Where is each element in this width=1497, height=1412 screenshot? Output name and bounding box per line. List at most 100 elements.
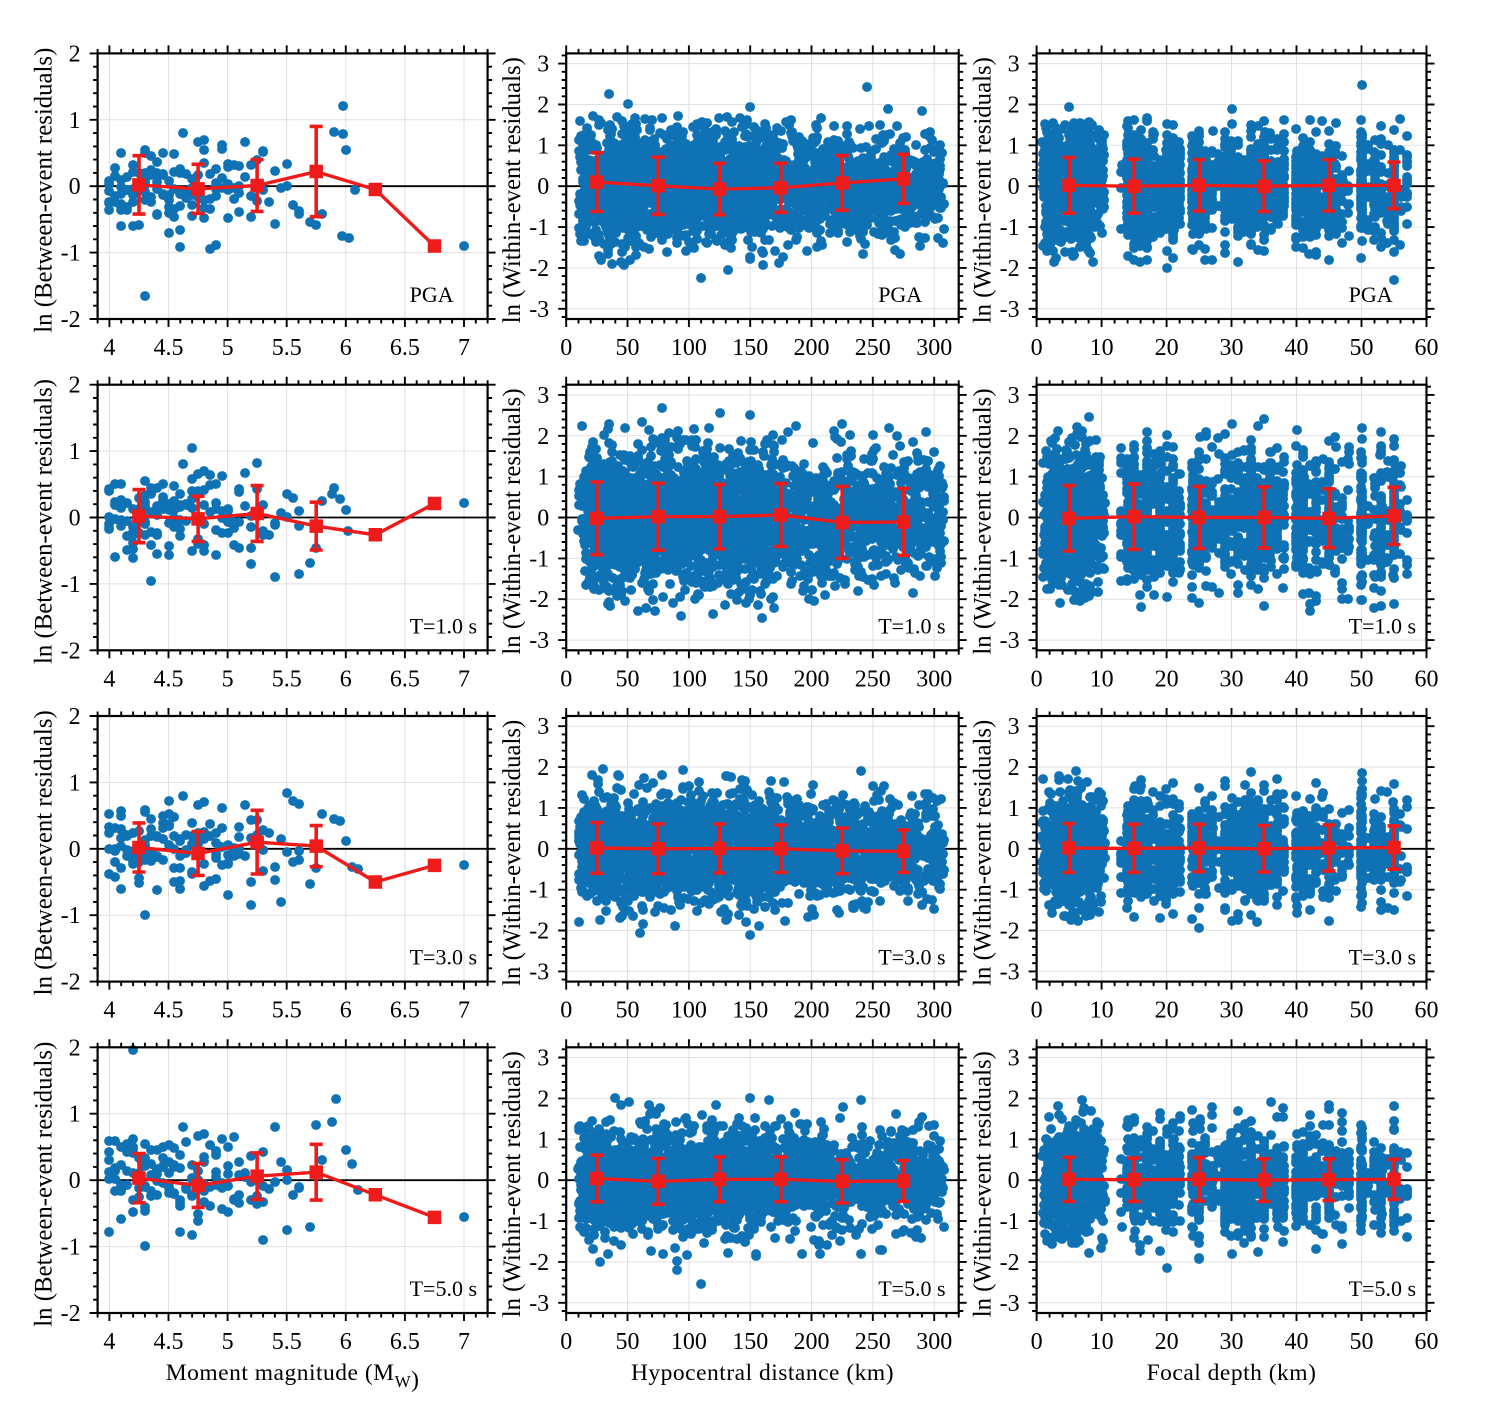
svg-text:T=3.0 s: T=3.0 s [1349, 945, 1416, 970]
svg-text:5: 5 [222, 1329, 234, 1355]
svg-text:2: 2 [69, 373, 81, 399]
svg-text:-2: -2 [61, 307, 81, 333]
svg-text:PGA: PGA [878, 282, 922, 307]
svg-text:-1: -1 [61, 241, 81, 267]
svg-text:3: 3 [1008, 383, 1020, 409]
svg-text:250: 250 [855, 998, 891, 1024]
svg-text:-2: -2 [61, 1301, 81, 1327]
svg-text:10: 10 [1090, 666, 1114, 692]
svg-text:0: 0 [537, 506, 549, 532]
svg-text:1: 1 [1008, 1127, 1020, 1153]
svg-text:2: 2 [1008, 755, 1020, 781]
svg-text:ln (Within-event residuals): ln (Within-event residuals) [970, 57, 997, 323]
svg-text:250: 250 [855, 1329, 891, 1355]
svg-text:0: 0 [1031, 335, 1043, 361]
svg-text:T=5.0 s: T=5.0 s [878, 1276, 945, 1301]
svg-text:5: 5 [222, 666, 234, 692]
svg-text:-3: -3 [1000, 1291, 1020, 1317]
svg-text:60: 60 [1415, 1329, 1439, 1355]
svg-text:T=1.0 s: T=1.0 s [1349, 613, 1416, 638]
svg-text:0: 0 [1031, 1329, 1043, 1355]
svg-text:ln (Within-event residuals): ln (Within-event residuals) [970, 388, 997, 654]
svg-text:2: 2 [69, 41, 81, 67]
svg-text:3: 3 [1008, 714, 1020, 740]
svg-text:7: 7 [458, 998, 470, 1024]
svg-text:ln (Between-event residuals): ln (Between-event residuals) [31, 710, 58, 995]
svg-text:1: 1 [1008, 796, 1020, 822]
svg-text:-3: -3 [1000, 628, 1020, 654]
svg-text:-3: -3 [529, 297, 549, 323]
svg-text:3: 3 [537, 383, 549, 409]
svg-text:20: 20 [1155, 998, 1179, 1024]
svg-text:5.5: 5.5 [272, 335, 302, 361]
svg-text:T=1.0 s: T=1.0 s [410, 613, 477, 638]
svg-text:30: 30 [1220, 666, 1244, 692]
svg-text:100: 100 [671, 998, 707, 1024]
svg-text:50: 50 [616, 998, 640, 1024]
svg-text:100: 100 [671, 666, 707, 692]
svg-text:50: 50 [616, 666, 640, 692]
svg-text:1: 1 [69, 770, 81, 796]
svg-text:6.5: 6.5 [390, 666, 420, 692]
svg-text:ln (Within-event residuals): ln (Within-event residuals) [970, 1051, 997, 1317]
svg-text:ln (Within-event residuals): ln (Within-event residuals) [499, 388, 526, 654]
svg-text:1: 1 [1008, 465, 1020, 491]
svg-text:2: 2 [1008, 93, 1020, 119]
svg-text:10: 10 [1090, 998, 1114, 1024]
svg-text:6.5: 6.5 [390, 1329, 420, 1355]
svg-text:30: 30 [1220, 1329, 1244, 1355]
svg-text:ln (Between-event residuals): ln (Between-event residuals) [31, 379, 58, 664]
svg-text:0: 0 [69, 837, 81, 863]
svg-text:1: 1 [537, 133, 549, 159]
svg-text:0: 0 [1008, 1168, 1020, 1194]
svg-text:50: 50 [1350, 335, 1374, 361]
svg-text:200: 200 [794, 1329, 830, 1355]
svg-text:-3: -3 [529, 628, 549, 654]
svg-text:6: 6 [340, 1329, 352, 1355]
svg-text:40: 40 [1285, 1329, 1309, 1355]
svg-text:4: 4 [103, 998, 115, 1024]
svg-text:50: 50 [616, 335, 640, 361]
svg-text:0: 0 [1008, 174, 1020, 200]
svg-text:-2: -2 [1000, 919, 1020, 945]
svg-text:0: 0 [1031, 666, 1043, 692]
svg-text:0: 0 [1008, 506, 1020, 532]
svg-text:1: 1 [537, 796, 549, 822]
svg-text:10: 10 [1090, 1329, 1114, 1355]
svg-text:30: 30 [1220, 998, 1244, 1024]
svg-text:20: 20 [1155, 335, 1179, 361]
svg-text:-1: -1 [529, 1209, 549, 1235]
svg-text:-2: -2 [1000, 1250, 1020, 1276]
svg-text:60: 60 [1415, 335, 1439, 361]
svg-text:100: 100 [671, 1329, 707, 1355]
svg-text:T=3.0 s: T=3.0 s [410, 945, 477, 970]
svg-text:4: 4 [103, 1329, 115, 1355]
svg-text:50: 50 [1350, 998, 1374, 1024]
svg-text:2: 2 [1008, 424, 1020, 450]
svg-text:50: 50 [616, 1329, 640, 1355]
svg-text:250: 250 [855, 666, 891, 692]
svg-text:6: 6 [340, 666, 352, 692]
svg-text:0: 0 [560, 1329, 572, 1355]
svg-text:T=1.0 s: T=1.0 s [878, 613, 945, 638]
svg-text:150: 150 [732, 1329, 768, 1355]
svg-text:0: 0 [1008, 837, 1020, 863]
svg-text:0: 0 [560, 335, 572, 361]
svg-text:4.5: 4.5 [154, 998, 184, 1024]
svg-text:2: 2 [1008, 1086, 1020, 1112]
svg-text:-3: -3 [529, 1291, 549, 1317]
svg-text:6.5: 6.5 [390, 998, 420, 1024]
svg-text:7: 7 [458, 666, 470, 692]
svg-text:-3: -3 [1000, 959, 1020, 985]
svg-text:5: 5 [222, 335, 234, 361]
svg-text:0: 0 [1031, 998, 1043, 1024]
svg-text:0: 0 [537, 837, 549, 863]
svg-text:60: 60 [1415, 998, 1439, 1024]
svg-text:-1: -1 [529, 546, 549, 572]
svg-text:4.5: 4.5 [154, 666, 184, 692]
svg-text:1: 1 [537, 465, 549, 491]
svg-text:20: 20 [1155, 666, 1179, 692]
svg-text:40: 40 [1285, 998, 1309, 1024]
svg-text:-1: -1 [61, 572, 81, 598]
svg-text:7: 7 [458, 335, 470, 361]
